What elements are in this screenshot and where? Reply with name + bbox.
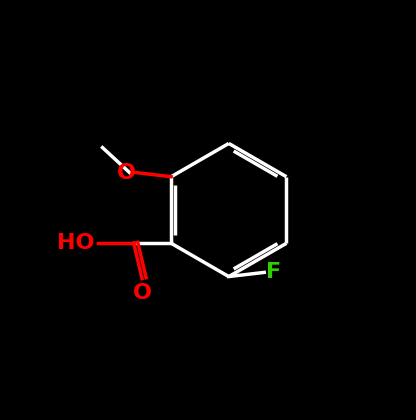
Text: O: O xyxy=(117,163,136,183)
Text: HO: HO xyxy=(57,233,94,253)
Text: O: O xyxy=(133,283,151,303)
Text: F: F xyxy=(266,262,281,282)
